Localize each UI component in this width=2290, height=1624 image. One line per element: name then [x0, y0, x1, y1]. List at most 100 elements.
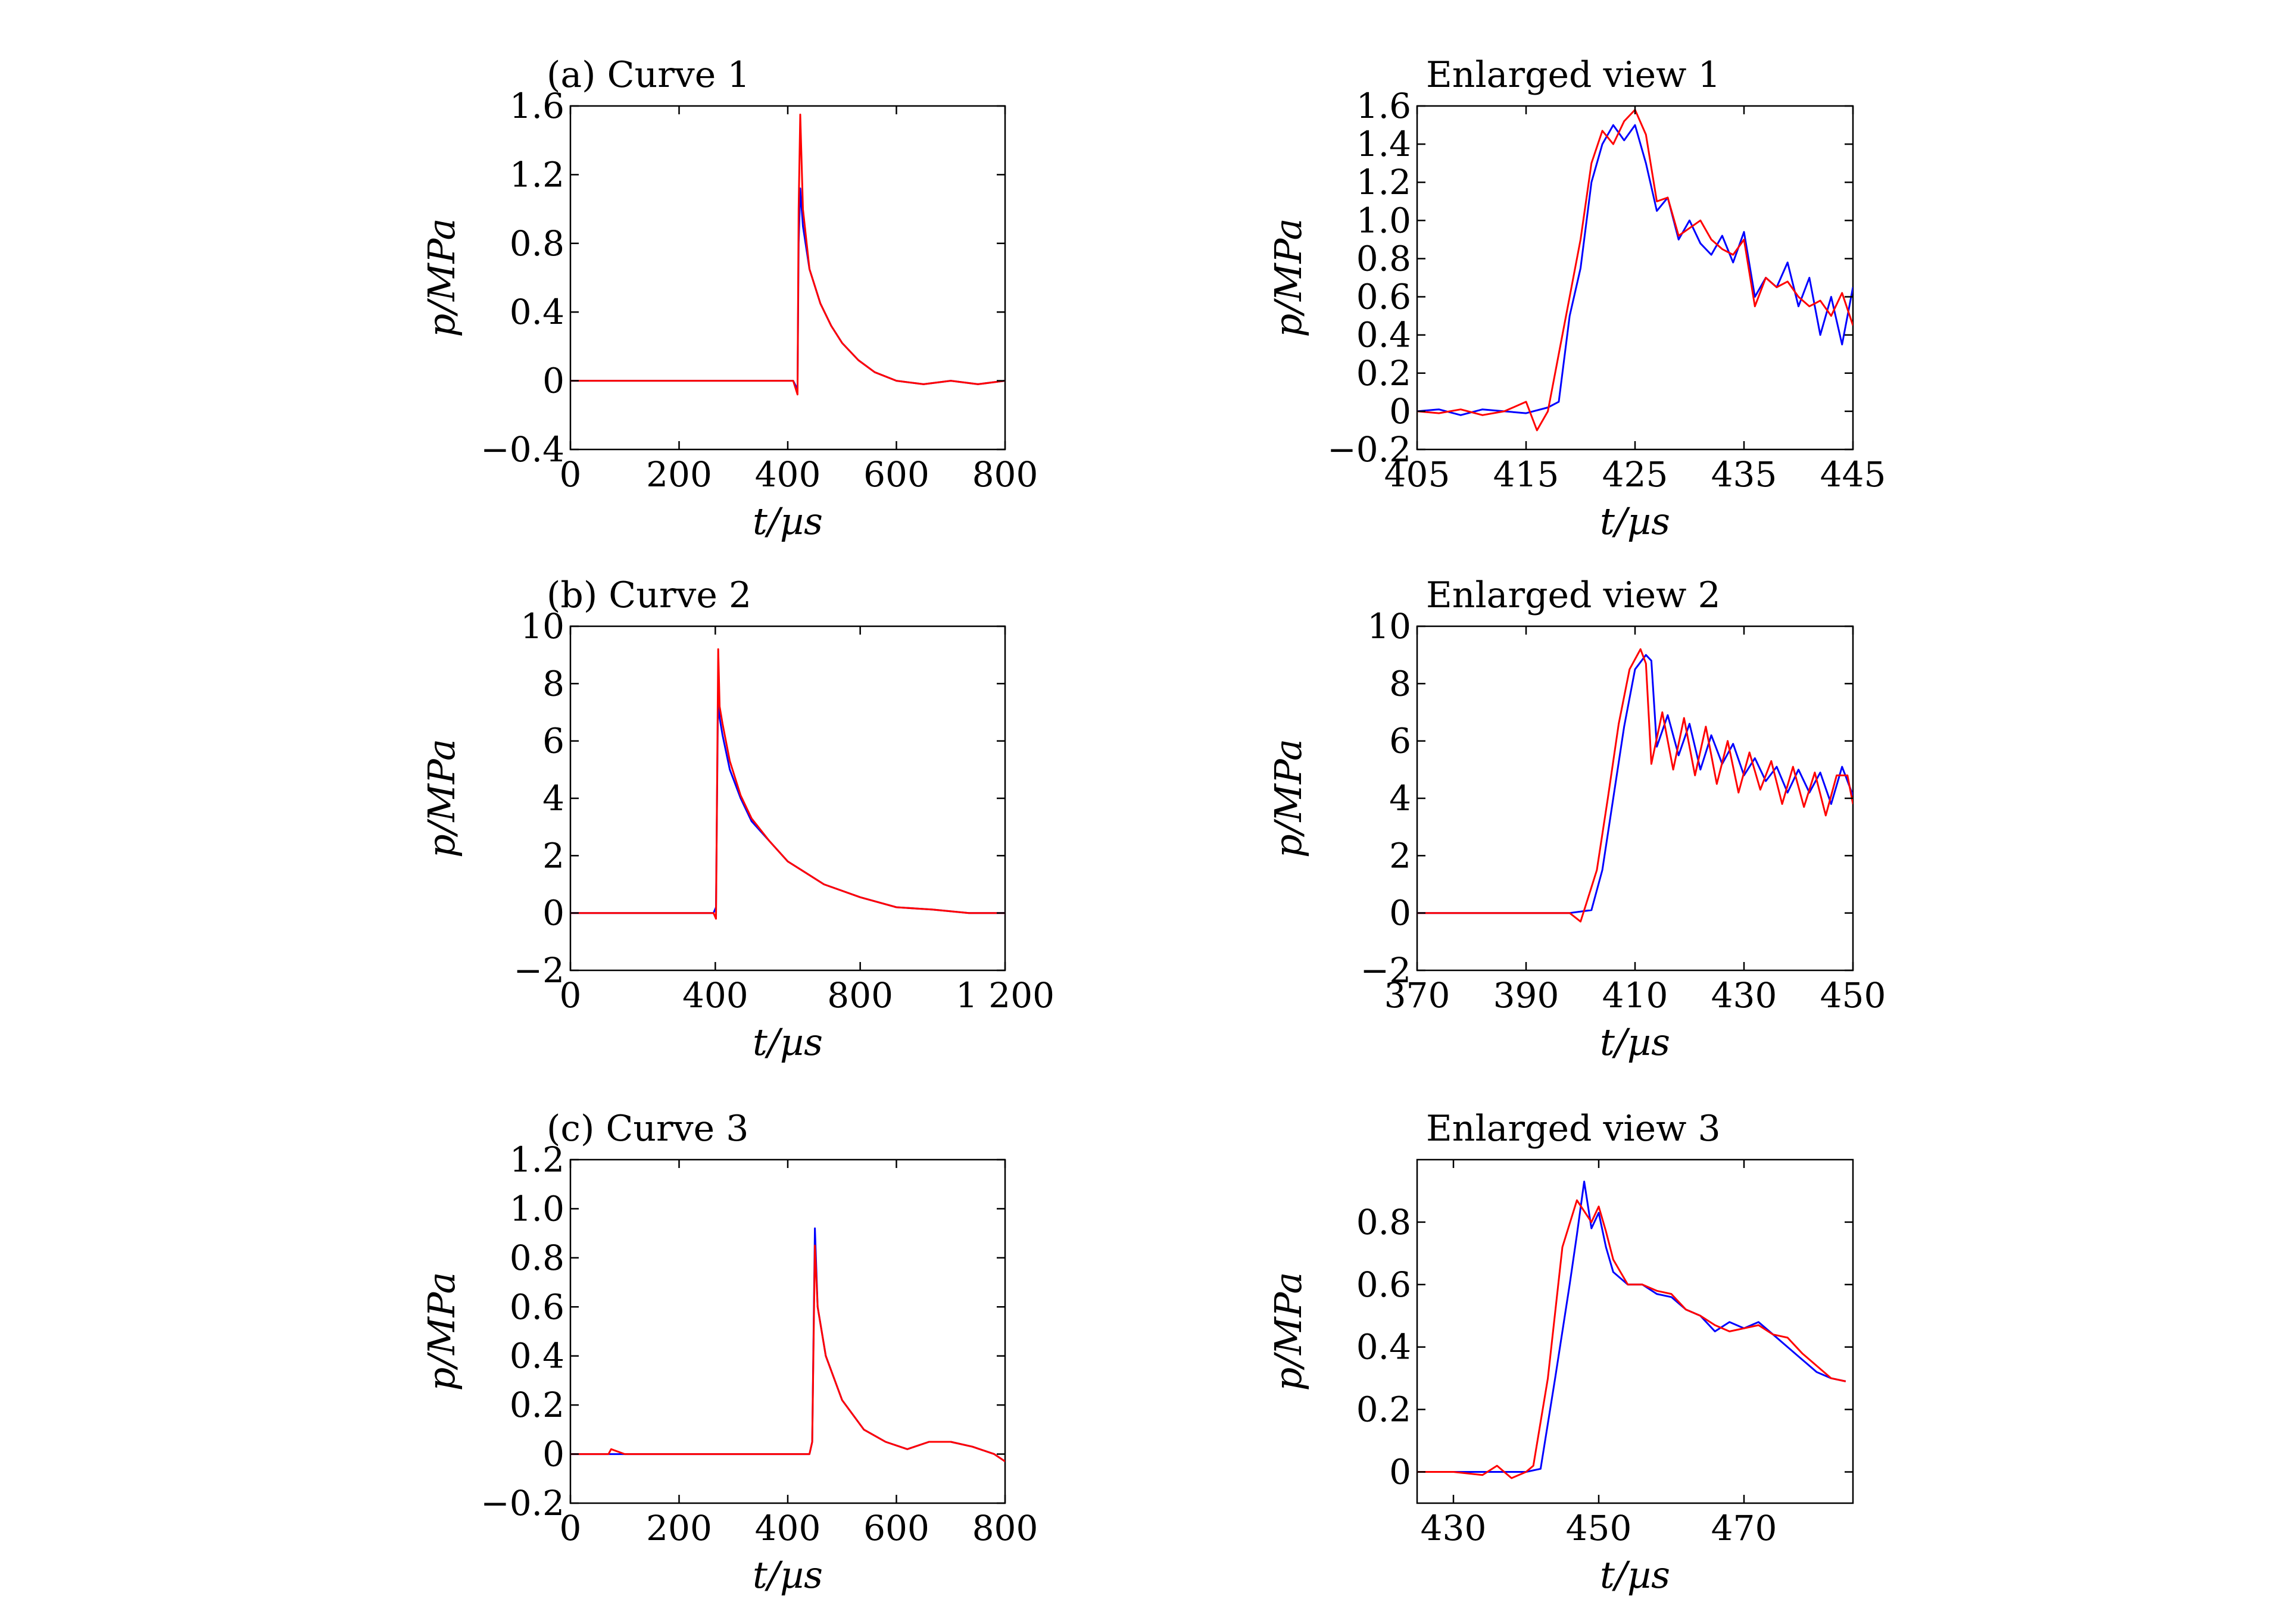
- chart-panel-5: 0 200 400 600 800−0.200.20.40.60.81.01.2(c) …: [420, 1108, 1038, 1597]
- y-tick-label: 4: [542, 778, 564, 819]
- y-tick-label: 1.2: [1356, 162, 1411, 202]
- x-tick-label: 800: [972, 454, 1038, 495]
- y-tick-label: 0.2: [1356, 1389, 1411, 1430]
- series-group: [570, 648, 1005, 920]
- series-line-blue: [1417, 1180, 1846, 1473]
- y-tick-label: 0.6: [1356, 1264, 1411, 1305]
- x-tick-label: 435: [1711, 454, 1777, 495]
- x-tick-label: 450: [1566, 1508, 1632, 1548]
- x-tick-label: 600: [863, 454, 929, 495]
- series-line-red: [570, 648, 1005, 920]
- y-tick-label: 0: [542, 1434, 564, 1475]
- x-axis-label: t/µs: [753, 1020, 823, 1064]
- plot-frame: [569, 105, 1006, 451]
- plot-frame: [1416, 625, 1854, 972]
- x-tick-label: 200: [646, 1508, 712, 1548]
- y-tick-label: 0: [1389, 1452, 1411, 1492]
- x-axis-label: t/µs: [1600, 1553, 1670, 1597]
- y-tick-label: 0.6: [510, 1286, 564, 1327]
- series-line-red: [1417, 648, 1853, 923]
- y-tick-label: 1.6: [1356, 86, 1411, 126]
- series-group: [570, 113, 1005, 396]
- series-line-red: [570, 1244, 1005, 1463]
- plot-frame: [1416, 1158, 1854, 1504]
- x-tick-label: 445: [1820, 454, 1886, 495]
- series-line-blue: [570, 1227, 1005, 1463]
- y-tick-label: 0.4: [1356, 1327, 1411, 1367]
- x-axis-label: t/µs: [753, 1553, 823, 1597]
- y-tick-label: 2: [1389, 835, 1411, 876]
- x-tick-label: 390: [1493, 975, 1559, 1016]
- y-axis-label: p/MPa: [420, 218, 463, 338]
- y-tick-label: 6: [1389, 721, 1411, 761]
- x-tick-label: 370: [1384, 975, 1450, 1016]
- series-group: [1417, 108, 1853, 432]
- y-tick-label: 4: [1389, 778, 1411, 819]
- y-axis-label: p/MPa: [1266, 1272, 1310, 1391]
- y-tick-label: 0.4: [1356, 315, 1411, 355]
- x-tick-label: 470: [1711, 1508, 1777, 1548]
- series-line-blue: [570, 677, 1005, 914]
- y-tick-label: 1.6: [510, 86, 564, 126]
- x-tick-label: 410: [1602, 975, 1668, 1016]
- y-tick-label: 0.8: [1356, 238, 1411, 279]
- y-tick-label: 0.2: [1356, 353, 1411, 393]
- y-tick-label: 8: [1389, 663, 1411, 704]
- y-tick-label: −2: [514, 950, 565, 991]
- y-tick-label: 2: [542, 835, 564, 876]
- series-line-blue: [1417, 124, 1853, 416]
- x-tick-label: 400: [755, 454, 821, 495]
- x-tick-label: 430: [1421, 1508, 1487, 1548]
- x-tick-label: 425: [1602, 454, 1668, 495]
- series-line-red: [1417, 108, 1853, 432]
- chart-title: (c) Curve 3: [547, 1108, 748, 1150]
- x-tick-label: 405: [1384, 454, 1450, 495]
- chart-title: Enlarged view 3: [1426, 1108, 1721, 1150]
- chart-panel-1: 0 200 400 600 800−0.400.40.81.21.6(a) Curve …: [420, 54, 1038, 543]
- y-tick-label: 0.8: [1356, 1202, 1411, 1242]
- y-tick-label: −0.4: [481, 429, 564, 470]
- chart-title: Enlarged view 2: [1426, 574, 1721, 616]
- chart-panel-6: 430 450 470 0 0.2 0.4 0.6 0.8 Enlarged view 3 t/µ…: [1266, 1108, 1854, 1597]
- y-tick-label: 1.0: [1356, 200, 1411, 241]
- y-tick-label: 0.4: [510, 1336, 564, 1376]
- y-tick-label: 1.2: [510, 1139, 564, 1180]
- x-tick-label: 800: [972, 1508, 1038, 1548]
- y-tick-label: 0.8: [510, 1238, 564, 1278]
- chart-panel-4: 370 390 410 430 450 −2 0 2 4 6 8 10 Enlarged view 2 t…: [1266, 574, 1886, 1064]
- x-tick-label: 450: [1820, 975, 1886, 1016]
- y-axis-label: p/MPa: [420, 739, 463, 858]
- x-tick-label: 0: [560, 1508, 582, 1548]
- y-axis-label: p/MPa: [1266, 218, 1310, 338]
- x-axis-label: t/µs: [753, 499, 823, 543]
- x-tick-label: 0: [560, 454, 582, 495]
- y-tick-label: 1.0: [510, 1188, 564, 1229]
- series-line-red: [1417, 1199, 1846, 1479]
- y-tick-label: −0.2: [481, 1483, 564, 1523]
- y-tick-label: 10: [520, 606, 564, 647]
- y-tick-label: −2: [1361, 950, 1412, 991]
- y-axis-label: p/MPa: [420, 1272, 463, 1391]
- x-tick-label: 1 200: [956, 975, 1054, 1016]
- y-tick-label: 1.4: [1356, 124, 1411, 164]
- y-tick-label: 0.2: [510, 1385, 564, 1425]
- x-tick-label: 0: [560, 975, 582, 1016]
- chart-title: (b) Curve 2: [547, 574, 751, 616]
- x-tick-label: 200: [646, 454, 712, 495]
- y-tick-label: 0: [1389, 893, 1411, 933]
- y-tick-label: 0.4: [510, 292, 564, 332]
- x-axis-label: t/µs: [1600, 499, 1670, 543]
- series-group: [570, 1227, 1005, 1463]
- plot-frame: [569, 625, 1006, 972]
- y-tick-label: 0: [542, 361, 564, 401]
- y-tick-label: 8: [542, 663, 564, 704]
- y-tick-label: 6: [542, 721, 564, 761]
- chart-panel-2: 405 415 425 435 445−0.200.20.40.60.81.01.21.…: [1266, 54, 1886, 543]
- x-tick-label: 800: [827, 975, 893, 1016]
- x-tick-label: 415: [1493, 454, 1559, 495]
- y-tick-label: 10: [1367, 606, 1411, 647]
- x-tick-label: 400: [682, 975, 748, 1016]
- plot-frame: [1416, 105, 1854, 451]
- series-line-blue: [1417, 654, 1853, 914]
- series-group: [1417, 1180, 1846, 1479]
